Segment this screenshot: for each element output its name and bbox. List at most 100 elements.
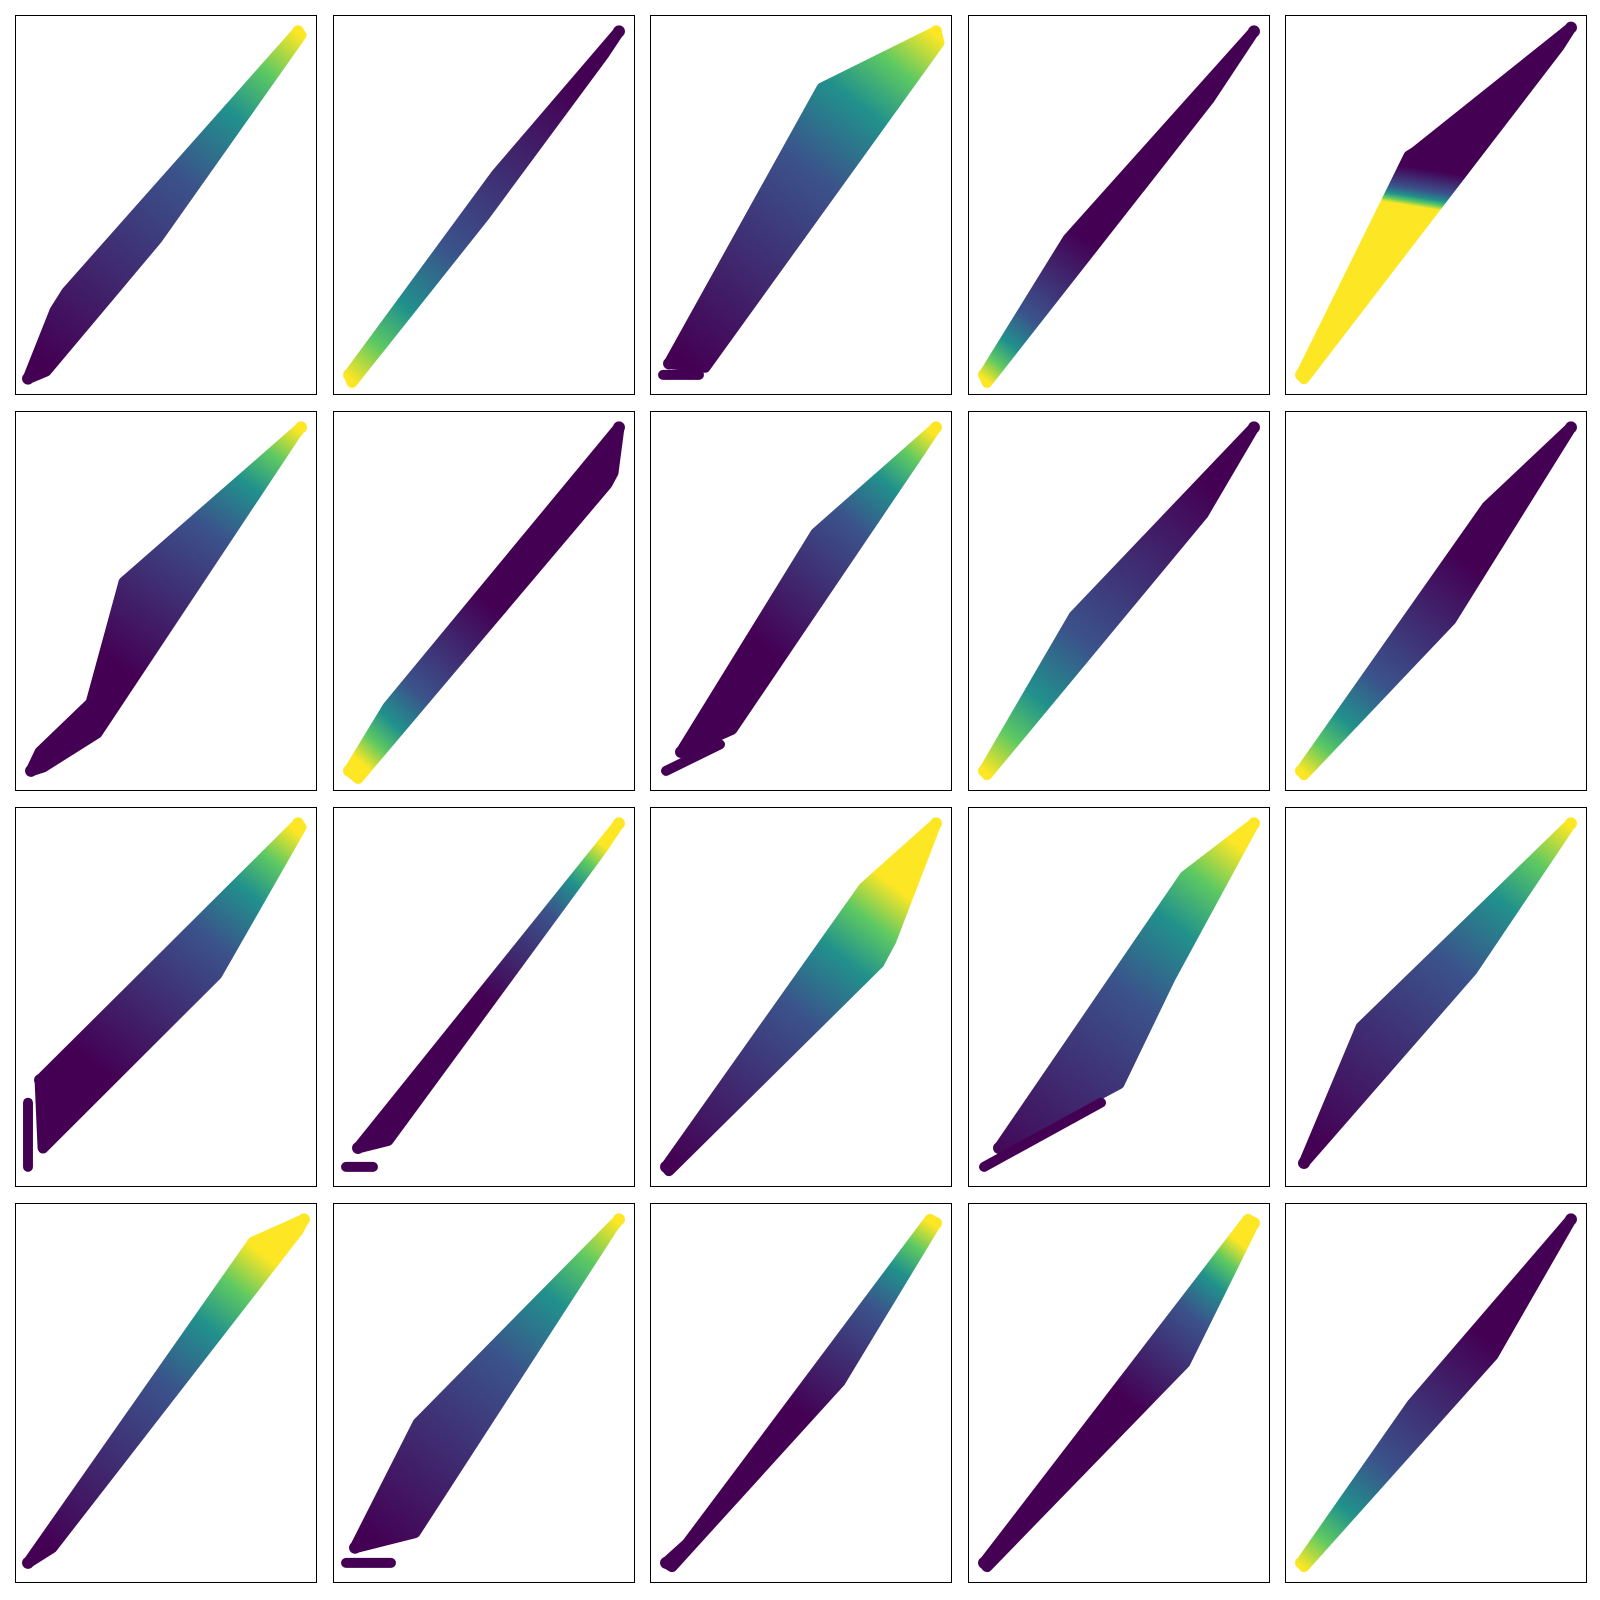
scatter-point-end	[292, 25, 304, 38]
scatter-point-start	[660, 1556, 672, 1569]
scatter-point-start	[22, 1556, 34, 1569]
subplot-panel	[1285, 1203, 1587, 1583]
scatter-segment	[661, 739, 725, 776]
scatter-point-end	[930, 25, 942, 38]
scatter-point-cloud-edge	[352, 817, 624, 1154]
scatter-point-end	[612, 817, 625, 830]
scatter-point-start	[977, 1556, 990, 1569]
scatter-point-start	[342, 368, 355, 381]
scatter-point-start	[663, 357, 675, 370]
scatter-point-cloud-edge	[25, 421, 307, 777]
subplot-panel	[1285, 15, 1587, 395]
scatter-point-start	[22, 372, 34, 385]
scatter-point-end	[1565, 21, 1577, 34]
scatter-segment	[978, 1097, 1106, 1172]
subplot-panel	[967, 1203, 1270, 1583]
scatter-plot	[22, 25, 307, 385]
scatter-plot	[658, 25, 945, 380]
scatter-plot	[977, 25, 1260, 388]
scatter-point-start	[25, 764, 37, 777]
scatter-point-start	[977, 368, 990, 381]
subplot-panel	[15, 15, 317, 395]
scatter-point-start	[1295, 764, 1307, 777]
scatter-point-end	[1565, 1213, 1577, 1226]
scatter-plot	[340, 817, 625, 1172]
scatter-point-end	[930, 1217, 942, 1230]
scatter-plot	[1295, 421, 1577, 781]
scatter-plot	[978, 817, 1260, 1172]
scatter-plot	[660, 817, 942, 1177]
subplot-panel	[1285, 807, 1587, 1187]
subplot-panel	[967, 15, 1270, 395]
scatter-point-cloud-edge	[1298, 817, 1577, 1169]
subplot-panel	[650, 1203, 952, 1583]
scatter-point-end	[612, 25, 625, 38]
subplot-panel	[332, 411, 635, 791]
scatter-point-cloud-edge	[22, 25, 307, 385]
scatter-plot	[661, 421, 942, 776]
scatter-point-end	[1247, 817, 1260, 830]
scatter-point-cloud-edge	[978, 1213, 1259, 1573]
scatter-point-end	[612, 1213, 625, 1226]
scatter-plot	[23, 817, 307, 1172]
scatter-point-cloud-edge	[660, 1213, 942, 1573]
subplot-panel	[332, 15, 635, 395]
scatter-point-start	[992, 1142, 1005, 1154]
scatter-point-end	[612, 421, 625, 434]
scatter-point-end	[1565, 421, 1577, 434]
scatter-point-start	[660, 1160, 672, 1173]
scatter-point-start	[675, 746, 687, 758]
subplot-panel	[332, 807, 635, 1187]
scatter-plot	[342, 25, 625, 388]
subplot-panel	[332, 1203, 635, 1583]
scatter-plot	[22, 1213, 310, 1569]
scatter-plot	[342, 421, 625, 784]
scatter-point-cloud-edge	[1295, 22, 1577, 385]
subplot-panel	[15, 1203, 317, 1583]
subplot-panel	[15, 411, 317, 791]
scatter-plot	[25, 421, 307, 777]
scatter-point-start	[342, 764, 355, 777]
scatter-point-start	[1295, 368, 1307, 381]
subplot-panel	[650, 807, 952, 1187]
scatter-plot	[977, 421, 1260, 781]
scatter-plot	[660, 1213, 942, 1573]
scatter-point-cloud-edge	[663, 25, 945, 373]
scatter-plot	[977, 1213, 1260, 1573]
subplot-panel	[650, 411, 952, 791]
scatter-point-start	[1298, 1157, 1310, 1170]
scatter-point-end	[292, 817, 304, 830]
scatter-point-cloud-edge	[978, 421, 1259, 781]
scatter-plot	[340, 1213, 625, 1568]
scatter-point-start	[348, 1541, 361, 1554]
scatter-point-cloud-edge	[343, 421, 624, 784]
scatter-plot	[1295, 21, 1577, 385]
scatter-point-start	[977, 764, 990, 777]
subplot-panel	[15, 807, 317, 1187]
scatter-point-cloud-edge	[348, 1213, 624, 1554]
subplot-panel	[967, 807, 1270, 1187]
scatter-point-cloud-edge	[675, 421, 942, 758]
scatter-point-cloud-edge	[34, 817, 307, 1154]
scatter-point-end	[1247, 25, 1260, 38]
scatter-point-end	[1247, 421, 1260, 434]
scatter-point-cloud-edge	[978, 25, 1259, 388]
scatter-point-start	[34, 1074, 46, 1087]
subplot-panel	[967, 411, 1270, 791]
scatter-plot	[1298, 817, 1577, 1170]
scatter-point-cloud-edge	[993, 817, 1259, 1154]
scatter-point-end	[1565, 817, 1577, 830]
scatter-point-end	[1247, 1217, 1260, 1230]
scatter-point-cloud-edge	[660, 817, 942, 1177]
scatter-point-cloud-edge	[1295, 1213, 1577, 1573]
scatter-point-end	[295, 421, 307, 434]
scatter-point-cloud-edge	[22, 1213, 310, 1569]
subplot-panel	[1285, 411, 1587, 791]
scatter-point-end	[930, 817, 942, 830]
scatter-point-end	[930, 421, 942, 434]
scatter-point-cloud-edge	[343, 25, 624, 388]
scatter-point-end	[298, 1213, 310, 1226]
subplot-panel	[650, 15, 952, 395]
scatter-point-start	[351, 1142, 364, 1154]
